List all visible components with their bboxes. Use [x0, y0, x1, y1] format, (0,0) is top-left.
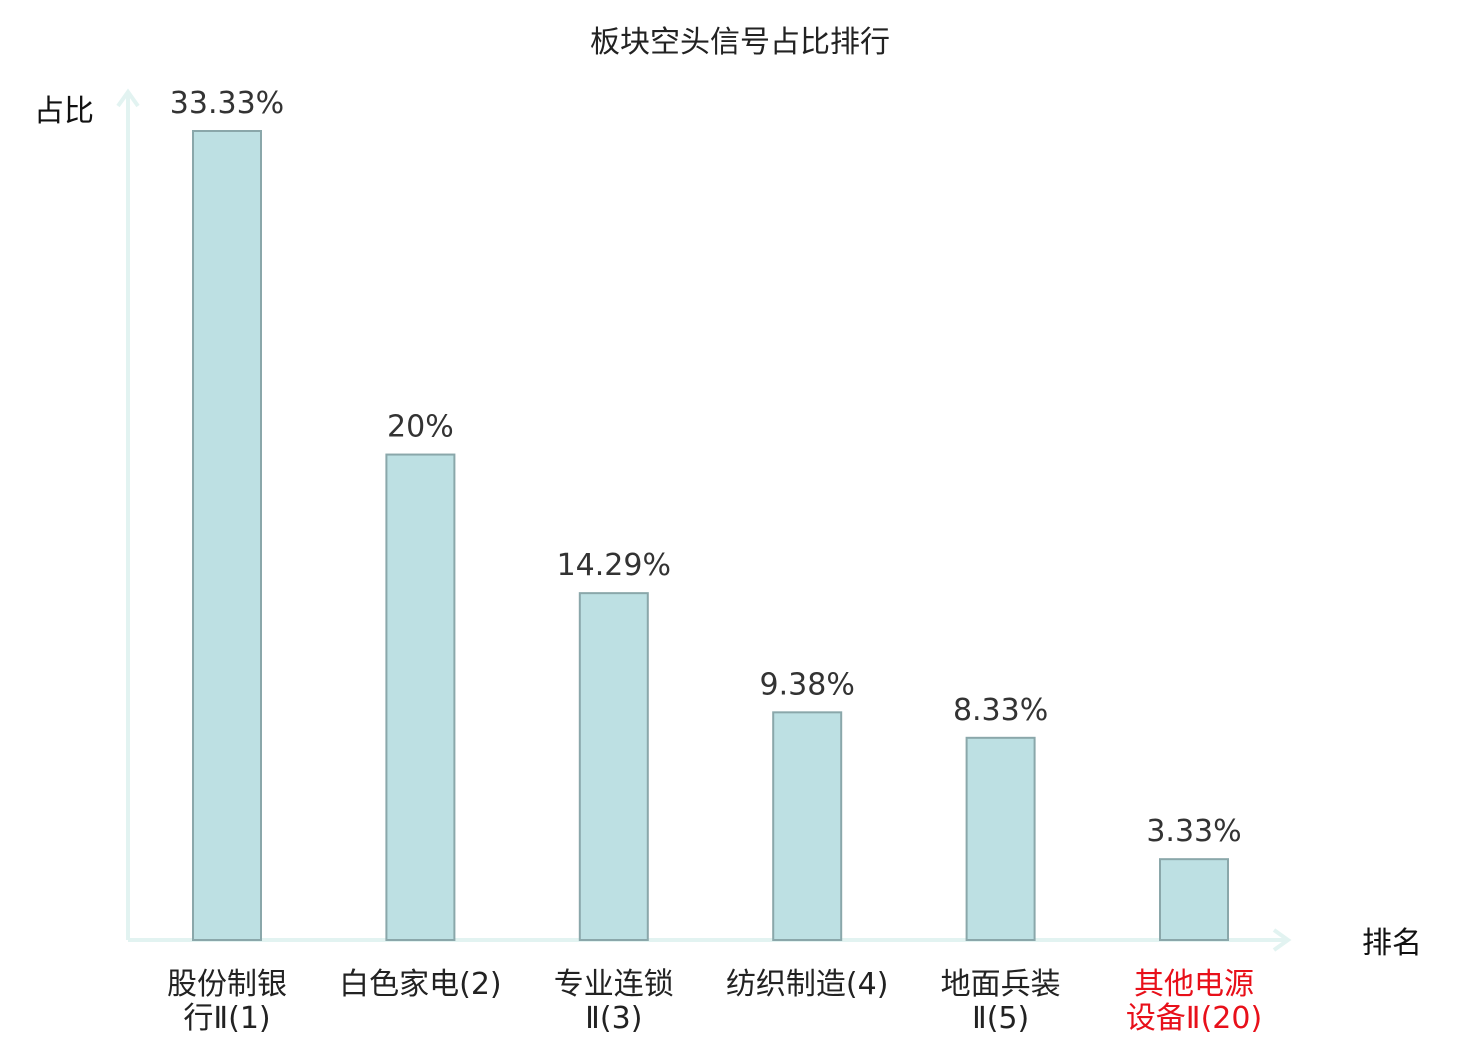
x-axis-label: 排名: [1362, 926, 1422, 961]
value-labels-group: 33.33% 20% 14.29% 9.38% 8.33% 3.33%: [170, 86, 1242, 849]
bar-2: [385, 453, 456, 941]
chart-title: 板块空头信号占比排行: [590, 25, 890, 60]
category-label-2-line-1: 白色家电(2): [339, 967, 502, 1002]
value-label-3: 14.29%: [557, 548, 671, 583]
value-label-4: 9.38%: [760, 667, 855, 702]
value-label-1: 33.33%: [170, 86, 284, 121]
category-label-5-line-1: 地面兵装: [941, 967, 1061, 1002]
value-label-2: 20%: [387, 410, 454, 445]
bar-1: [192, 130, 262, 941]
category-label-6-line-2: 设备Ⅱ(20): [1126, 1001, 1262, 1036]
category-label-3-line-2: Ⅱ(3): [585, 1001, 642, 1036]
bar-3: [578, 592, 649, 942]
value-label-6: 3.33%: [1146, 814, 1241, 849]
x-axis-arrow: [1272, 928, 1292, 952]
bar-4: [772, 711, 843, 942]
bar-5: [965, 736, 1036, 941]
category-label-6-line-1: 其他电源: [1134, 967, 1254, 1002]
y-axis-label: 占比: [34, 94, 94, 129]
category-label-1-line-1: 股份制银: [167, 967, 287, 1002]
y-axis-arrow: [116, 88, 140, 108]
bar-6: [1159, 858, 1229, 941]
bars-group: [192, 130, 1229, 942]
value-label-5: 8.33%: [953, 693, 1048, 728]
category-label-3-line-1: 专业连锁: [554, 967, 674, 1002]
category-label-5-line-2: Ⅱ(5): [972, 1001, 1029, 1036]
category-label-4-line-1: 纺织制造(4): [726, 967, 889, 1002]
category-label-1-line-2: 行Ⅱ(1): [183, 1001, 270, 1036]
